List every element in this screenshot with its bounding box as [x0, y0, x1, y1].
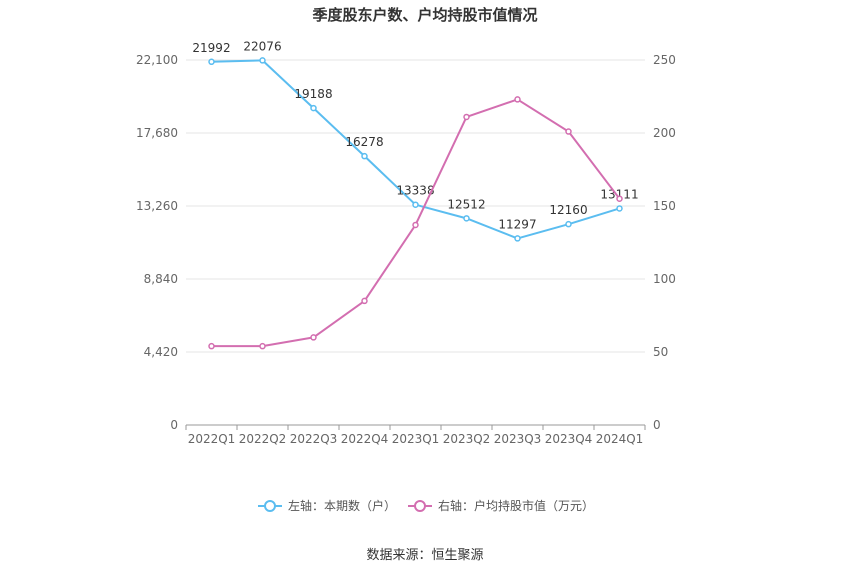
data-point[interactable]	[310, 334, 317, 341]
legend-marker	[264, 500, 276, 512]
data-point[interactable]	[310, 104, 317, 112]
left-y-tick-label: 0	[170, 418, 178, 432]
right-y-tick-label: 100	[653, 272, 676, 286]
data-point[interactable]	[565, 220, 572, 228]
x-tick-label: 2022Q2	[239, 432, 287, 446]
left-y-tick-label: 17,680	[136, 126, 178, 140]
data-point[interactable]	[361, 297, 368, 305]
series-lines: 21992 22076 19188 16278 13338 12512 11297 12160…	[192, 39, 639, 350]
data-label: 19188	[294, 87, 332, 101]
data-label: 16278	[345, 135, 383, 149]
data-label: 21992	[192, 41, 230, 55]
left-y-axis: 0 4,420 8,840 13,260 17,680 22,100	[136, 53, 178, 432]
data-point[interactable]	[412, 201, 419, 208]
source-note: 数据来源：恒生聚源	[366, 548, 483, 563]
right-y-tick-label: 0	[653, 418, 661, 432]
right-y-tick-label: 250	[653, 53, 676, 67]
left-y-tick-label: 8,840	[144, 272, 178, 286]
data-point[interactable]	[259, 342, 266, 350]
x-axis: 2022Q1 2022Q2 2022Q3 2022Q4 2023Q1 2023Q2 2023…	[185, 424, 646, 446]
x-tick-label: 2023Q3	[494, 432, 542, 446]
data-label: 12512	[447, 197, 485, 211]
legend-item-label[interactable]: 左轴：本期数（户）	[288, 498, 396, 513]
data-point[interactable]	[565, 128, 572, 135]
x-tick-label: 2024Q1	[596, 432, 644, 446]
data-point[interactable]	[616, 195, 623, 202]
data-point[interactable]	[208, 342, 215, 350]
data-point[interactable]	[259, 57, 266, 64]
right-y-tick-label: 50	[653, 345, 668, 359]
data-point[interactable]	[616, 205, 623, 212]
data-point[interactable]	[463, 113, 470, 121]
x-tick-label: 2022Q3	[290, 432, 338, 446]
left-y-tick-label: 22,100	[136, 53, 178, 67]
data-label: 11297	[498, 217, 536, 231]
right-y-tick-label: 150	[653, 199, 676, 213]
left-y-tick-label: 13,260	[136, 199, 178, 213]
chart-title: 季度股东户数、户均持股市值情况	[312, 6, 537, 24]
data-point[interactable]	[514, 235, 521, 242]
data-point[interactable]	[361, 152, 368, 160]
right-y-axis: 0 50 100 150 200 250	[653, 53, 676, 432]
x-tick-label: 2023Q4	[545, 432, 593, 446]
x-tick-label: 2022Q4	[341, 432, 389, 446]
x-tick-label: 2023Q1	[392, 432, 440, 446]
x-tick-label: 2023Q2	[443, 432, 491, 446]
data-point[interactable]	[514, 96, 521, 103]
data-point[interactable]	[412, 221, 419, 229]
legend[interactable]: 左轴：本期数（户） 右轴：户均持股市值（万元）	[258, 498, 594, 513]
data-label: 13111	[600, 187, 638, 201]
data-label: 13338	[396, 184, 434, 198]
data-label: 12160	[549, 203, 587, 217]
right-y-tick-label: 200	[653, 126, 676, 140]
data-point[interactable]	[463, 215, 470, 222]
legend-marker	[414, 500, 426, 512]
legend-item-label[interactable]: 右轴：户均持股市值（万元）	[438, 498, 594, 513]
data-label: 22076	[243, 39, 281, 53]
x-tick-label: 2022Q1	[188, 432, 236, 446]
left-y-tick-label: 4,420	[144, 345, 178, 359]
data-point[interactable]	[208, 58, 215, 66]
